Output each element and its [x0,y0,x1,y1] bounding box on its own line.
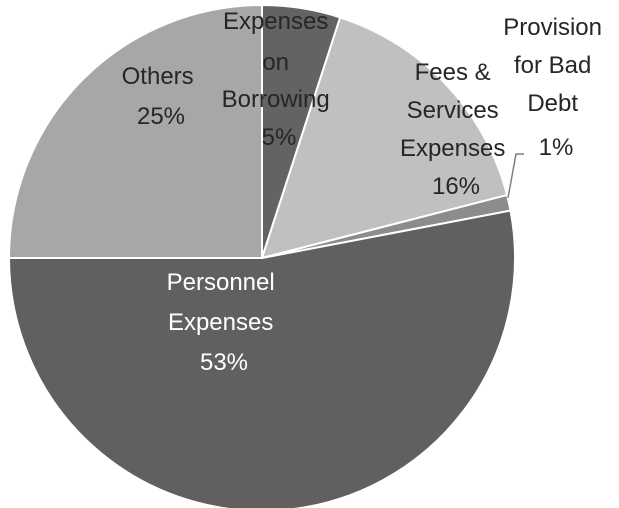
label-fees-services-expenses: Fees & Services Expenses 16% [400,59,512,200]
label-personnel-expenses: Personnel Expenses 53% [167,269,282,376]
label-expenses-on-borrowing: Expenses on Borrowing 5% [222,8,337,151]
label-others: Others 25% [122,63,201,130]
slice-personnel-expenses [7,209,516,508]
slice-fees-services-expenses [260,16,509,260]
label-provision-for-bad-debt: Provision for Bad Debt 1% [503,14,608,161]
leader-line-provision-for-bad-debt [507,153,524,199]
slice-others [7,3,263,259]
pie-slices [7,3,516,508]
pie-labels: Expenses on Borrowing 5% Fees & Services… [122,8,608,376]
